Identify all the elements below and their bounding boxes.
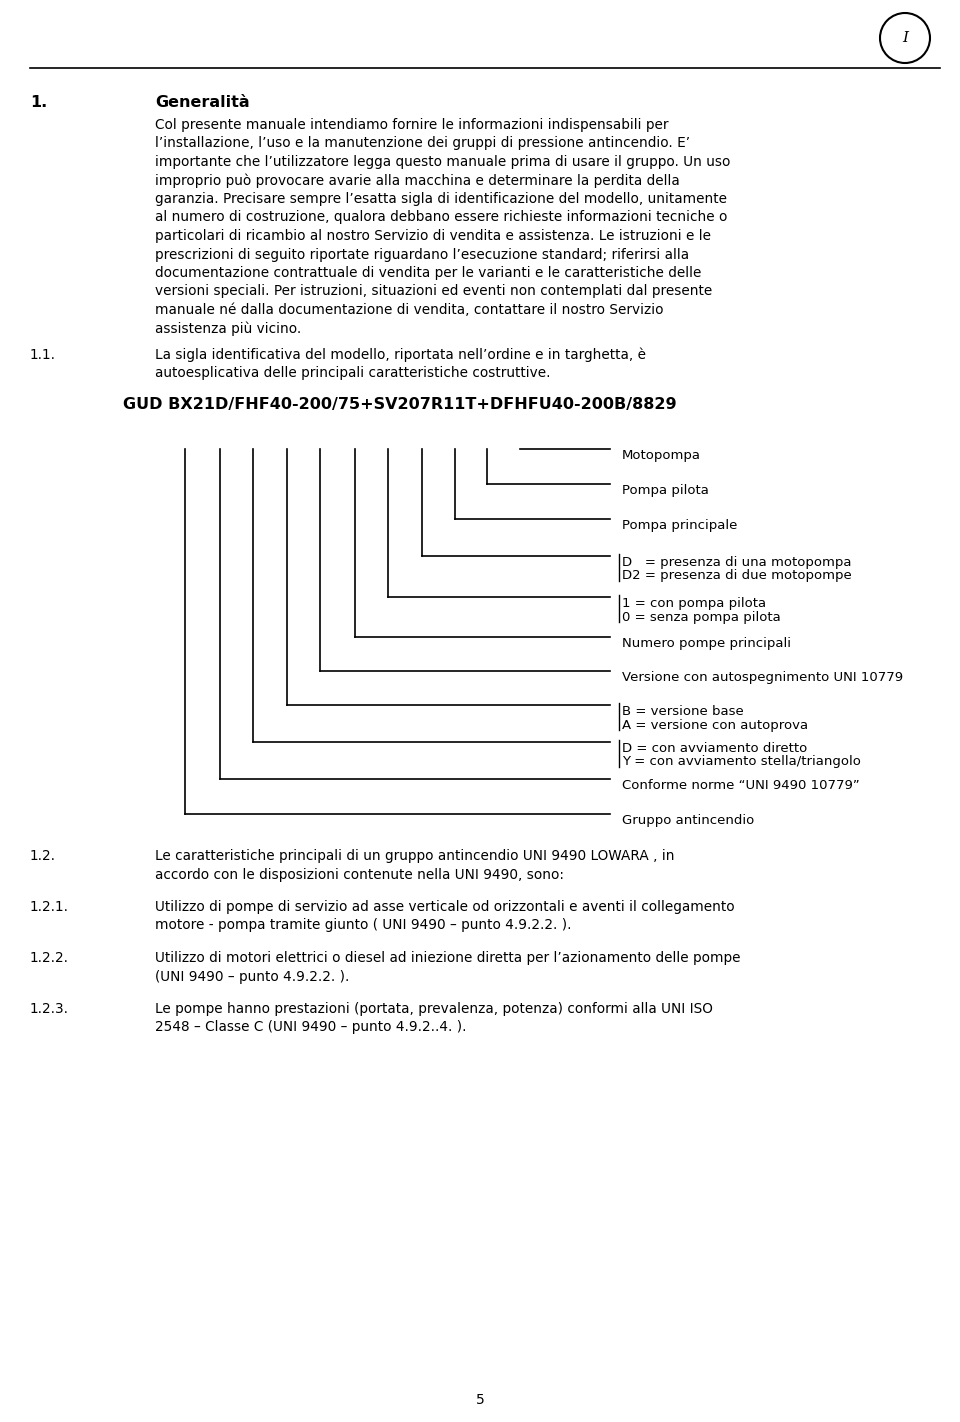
Text: (UNI 9490 – punto 4.9.2.2. ).: (UNI 9490 – punto 4.9.2.2. ). [155,970,349,984]
Text: Versione con autospegnimento UNI 10779: Versione con autospegnimento UNI 10779 [622,671,903,684]
Text: A = versione con autoprova: A = versione con autoprova [622,718,808,731]
Text: motore - pompa tramite giunto ( UNI 9490 – punto 4.9.2.2. ).: motore - pompa tramite giunto ( UNI 9490… [155,919,571,933]
Text: versioni speciali. Per istruzioni, situazioni ed eventi non contemplati dal pres: versioni speciali. Per istruzioni, situa… [155,284,712,299]
Text: La sigla identificativa del modello, riportata nell’ordine e in targhetta, è: La sigla identificativa del modello, rip… [155,348,646,363]
Text: 1 = con pompa pilota: 1 = con pompa pilota [622,597,766,610]
Text: manuale né dalla documentazione di vendita, contattare il nostro Servizio: manuale né dalla documentazione di vendi… [155,303,663,317]
Text: B = versione base: B = versione base [622,705,744,718]
Text: Pompa principale: Pompa principale [622,519,737,532]
Text: Pompa pilota: Pompa pilota [622,483,708,498]
Text: Numero pompe principali: Numero pompe principali [622,637,791,650]
Text: Generalità: Generalità [155,95,250,109]
Text: autoesplicativa delle principali caratteristiche costruttive.: autoesplicativa delle principali caratte… [155,367,550,381]
Text: 1.2.3.: 1.2.3. [30,1003,69,1015]
Text: D2 = presenza di due motopompe: D2 = presenza di due motopompe [622,569,852,583]
Text: Col presente manuale intendiamo fornire le informazioni indispensabili per: Col presente manuale intendiamo fornire … [155,118,668,132]
Text: 2548 – Classe C (UNI 9490 – punto 4.9.2..4. ).: 2548 – Classe C (UNI 9490 – punto 4.9.2.… [155,1021,467,1034]
Text: accordo con le disposizioni contenute nella UNI 9490, sono:: accordo con le disposizioni contenute ne… [155,867,564,882]
Text: Le caratteristiche principali di un gruppo antincendio UNI 9490 LOWARA , in: Le caratteristiche principali di un grup… [155,849,675,863]
Text: improprio può provocare avarie alla macchina e determinare la perdita della: improprio può provocare avarie alla macc… [155,173,680,188]
Text: D = con avviamento diretto: D = con avviamento diretto [622,742,807,755]
Text: D   = presenza di una motopompa: D = presenza di una motopompa [622,556,852,569]
Text: 1.1.: 1.1. [30,348,56,363]
Text: GUD BX21D/FHF40-200/75+SV207R11T+DFHFU40-200B/8829: GUD BX21D/FHF40-200/75+SV207R11T+DFHFU40… [123,397,677,412]
Text: documentazione contrattuale di vendita per le varianti e le caratteristiche dell: documentazione contrattuale di vendita p… [155,266,702,280]
Text: l’installazione, l’uso e la manutenzione dei gruppi di pressione antincendio. E’: l’installazione, l’uso e la manutenzione… [155,137,690,151]
Text: 1.2.2.: 1.2.2. [30,951,69,966]
Text: garanzia. Precisare sempre l’esatta sigla di identificazione del modello, unitam: garanzia. Precisare sempre l’esatta sigl… [155,192,727,206]
Circle shape [880,13,930,63]
Text: importante che l’utilizzatore legga questo manuale prima di usare il gruppo. Un : importante che l’utilizzatore legga ques… [155,155,731,169]
Text: particolari di ricambio al nostro Servizio di vendita e assistenza. Le istruzion: particolari di ricambio al nostro Serviz… [155,229,711,243]
Text: Conforme norme “UNI 9490 10779”: Conforme norme “UNI 9490 10779” [622,779,860,792]
Text: 0 = senza pompa pilota: 0 = senza pompa pilota [622,610,780,623]
Text: 5: 5 [475,1394,485,1406]
Text: 1.2.1.: 1.2.1. [30,900,69,914]
Text: Utilizzo di pompe di servizio ad asse verticale od orizzontali e aventi il colle: Utilizzo di pompe di servizio ad asse ve… [155,900,734,914]
Text: assistenza più vicino.: assistenza più vicino. [155,321,301,336]
Text: prescrizioni di seguito riportate riguardano l’esecuzione standard; riferirsi al: prescrizioni di seguito riportate riguar… [155,247,689,262]
Text: Y = con avviamento stella/triangolo: Y = con avviamento stella/triangolo [622,755,861,768]
Text: Gruppo antincendio: Gruppo antincendio [622,813,755,828]
Text: Le pompe hanno prestazioni (portata, prevalenza, potenza) conformi alla UNI ISO: Le pompe hanno prestazioni (portata, pre… [155,1003,713,1015]
Text: al numero di costruzione, qualora debbano essere richieste informazioni tecniche: al numero di costruzione, qualora debban… [155,210,728,225]
Text: 1.: 1. [30,95,47,109]
Text: Motopompa: Motopompa [622,449,701,462]
Text: 1.2.: 1.2. [30,849,56,863]
Text: I: I [902,31,908,46]
Text: Utilizzo di motori elettrici o diesel ad iniezione diretta per l’azionamento del: Utilizzo di motori elettrici o diesel ad… [155,951,740,966]
